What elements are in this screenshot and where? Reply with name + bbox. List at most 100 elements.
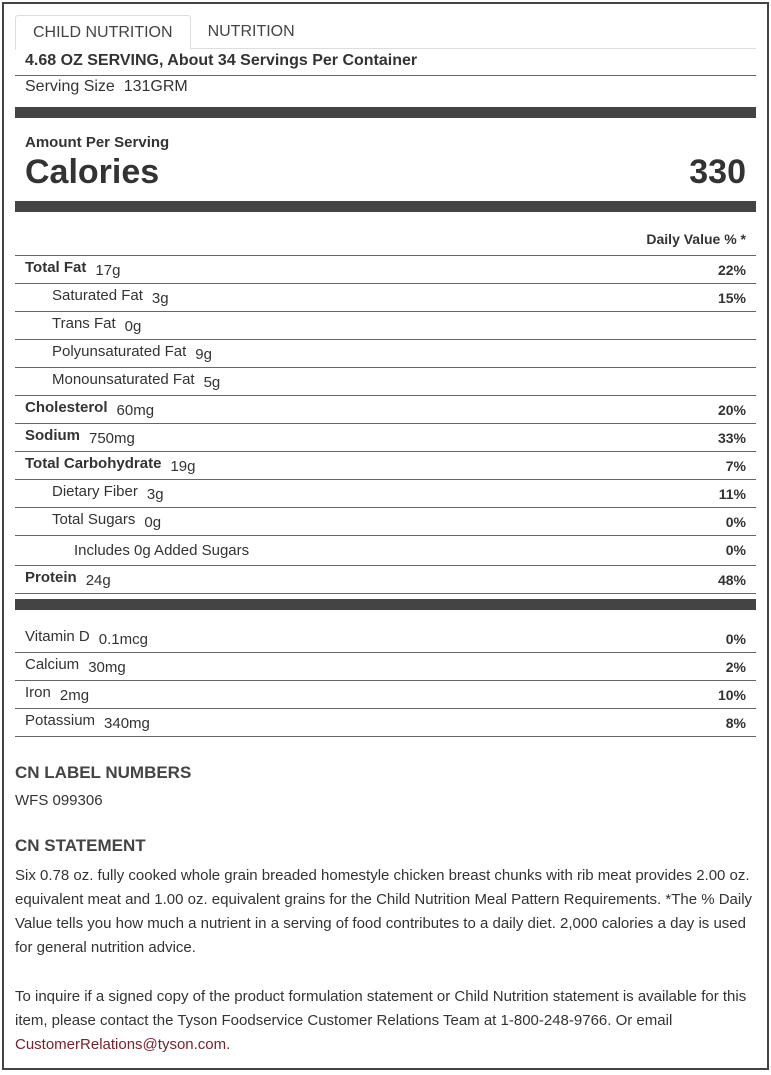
calories-value: 330: [689, 153, 746, 191]
nutrient-daily-value: 22%: [717, 262, 746, 278]
calories-label: Calories: [25, 153, 160, 191]
nutrient-row: Total Fat 17g 22%: [15, 256, 756, 284]
nutrient-name-group: Dietary Fiber 3g: [52, 483, 164, 503]
nutrient-row: Polyunsaturated Fat 9g: [15, 340, 756, 368]
nutrient-name: Total Sugars: [52, 511, 136, 528]
nutrient-row: Monounsaturated Fat 5g: [15, 368, 756, 396]
inquiry-body: To inquire if a signed copy of the produ…: [15, 988, 747, 1029]
nutrient-name: Dietary Fiber: [52, 483, 138, 500]
tab-bar: CHILD NUTRITION NUTRITION: [15, 15, 756, 50]
nutrient-row: Vitamin D 0.1mcg 0%: [15, 625, 756, 653]
thick-divider: [15, 599, 756, 610]
nutrient-daily-value: 0%: [725, 514, 746, 530]
nutrient-row: Total Sugars 0g 0%: [15, 508, 756, 536]
nutrient-name-group: Iron 2mg: [25, 684, 90, 704]
email-link[interactable]: CustomerRelations@tyson.com: [15, 1036, 227, 1053]
nutrient-name-group: Cholesterol 60mg: [25, 399, 155, 419]
nutrient-name: Protein: [25, 569, 77, 586]
nutrient-row: Total Carbohydrate 19g 7%: [15, 452, 756, 480]
nutrient-daily-value: 48%: [717, 572, 746, 588]
nutrient-row: Protein 24g 48%: [15, 566, 756, 594]
nutrient-amount: 0g: [124, 318, 142, 335]
nutrient-name-group: Sodium 750mg: [25, 427, 135, 447]
nutrient-name-group: Calcium 30mg: [25, 656, 126, 676]
thick-divider: [15, 107, 756, 118]
nutrient-row: Saturated Fat 3g 15%: [15, 284, 756, 312]
nutrient-amount: 340mg: [104, 715, 150, 732]
nutrient-daily-value: 0%: [725, 631, 746, 647]
nutrient-name: Potassium: [25, 712, 96, 729]
nutrient-daily-value: 33%: [717, 430, 746, 446]
nutrient-name: Saturated Fat: [52, 287, 143, 304]
serving-size: Serving Size 131GRM: [25, 78, 188, 96]
nutrient-amount: 3g: [151, 290, 169, 307]
nutrient-name-group: Polyunsaturated Fat 9g: [52, 343, 212, 363]
nutrient-name: Cholesterol: [25, 399, 108, 416]
serving-size-label: Serving Size: [25, 78, 115, 95]
nutrient-name: Total Carbohydrate: [25, 455, 162, 472]
nutrient-name-group: Total Fat 17g: [25, 259, 121, 279]
nutrient-amount: 5g: [203, 374, 221, 391]
daily-value-header: Daily Value % *: [646, 231, 746, 247]
inquiry-text: To inquire if a signed copy of the produ…: [15, 985, 760, 1057]
nutrient-amount: 3g: [146, 486, 164, 503]
nutrient-name: Trans Fat: [52, 315, 116, 332]
nutrient-amount: 0g: [144, 514, 162, 531]
nutrient-daily-value: 15%: [717, 290, 746, 306]
nutrient-amount: 9g: [195, 346, 212, 363]
nutrient-name: Monounsaturated Fat: [52, 371, 195, 388]
nutrient-name-group: Total Carbohydrate 19g: [25, 455, 196, 475]
cn-label-heading: CN LABEL NUMBERS: [15, 763, 192, 782]
tab-child-nutrition[interactable]: CHILD NUTRITION: [15, 15, 191, 50]
nutrient-amount: 19g: [170, 458, 196, 475]
nutrient-daily-value: 10%: [717, 687, 746, 703]
nutrient-name-group: Trans Fat 0g: [52, 315, 142, 335]
nutrient-row: Iron 2mg 10%: [15, 681, 756, 709]
nutrient-name: Vitamin D: [25, 628, 90, 645]
nutrient-table: Total Fat 17g 22% Saturated Fat 3g 15% Trans F…: [15, 256, 756, 594]
amount-per-serving: Amount Per Serving: [25, 134, 170, 151]
nutrient-amount: 17g: [95, 262, 121, 279]
nutrient-amount: 2mg: [59, 687, 90, 704]
nutrient-name-group: Potassium 340mg: [25, 712, 150, 732]
nutrient-daily-value: 11%: [718, 486, 746, 502]
nutrient-daily-value: 20%: [717, 402, 746, 418]
nutrient-name: Polyunsaturated Fat: [52, 343, 187, 360]
divider: [15, 255, 756, 256]
thick-divider: [15, 201, 756, 212]
nutrient-row: Includes 0g Added Sugars 0%: [15, 536, 756, 566]
nutrient-daily-value: 0%: [725, 542, 746, 558]
nutrient-amount: 30mg: [88, 659, 126, 676]
cn-label-value: WFS 099306: [15, 792, 103, 809]
nutrient-name: Calcium: [25, 656, 80, 673]
inquiry-end: .: [226, 1036, 231, 1053]
tab-nutrition[interactable]: NUTRITION: [207, 23, 295, 40]
nutrient-name: Sodium: [25, 427, 80, 444]
nutrient-name-group: Total Sugars 0g: [52, 511, 162, 531]
nutrient-row: Cholesterol 60mg 20%: [15, 396, 756, 424]
nutrient-name: Total Fat: [25, 259, 87, 276]
nutrient-row: Sodium 750mg 33%: [15, 424, 756, 452]
nutrient-amount: 24g: [85, 572, 111, 589]
nutrient-daily-value: 8%: [725, 715, 746, 731]
nutrient-name-group: Protein 24g: [25, 569, 111, 589]
nutrient-amount: 60mg: [116, 402, 155, 419]
nutrient-row: Calcium 30mg 2%: [15, 653, 756, 681]
nutrient-name: Iron: [25, 684, 51, 701]
nutrient-amount: 750mg: [89, 430, 135, 447]
nutrient-daily-value: 7%: [725, 458, 746, 474]
serving-header: 4.68 OZ SERVING, About 34 Servings Per C…: [25, 52, 418, 69]
nutrient-amount: 0.1mcg: [98, 631, 148, 648]
nutrient-row: Dietary Fiber 3g 11%: [15, 480, 756, 508]
nutrient-name: Includes 0g Added Sugars: [74, 542, 250, 559]
serving-size-value: 131GRM: [123, 78, 188, 95]
nutrient-row: Potassium 340mg 8%: [15, 709, 756, 737]
nutrient-name-group: Includes 0g Added Sugars: [74, 542, 249, 559]
nutrient-name-group: Vitamin D 0.1mcg: [25, 628, 148, 648]
cn-statement-heading: CN STATEMENT: [15, 836, 146, 855]
nutrient-row: Trans Fat 0g: [15, 312, 756, 340]
nutrient-daily-value: 2%: [725, 659, 746, 675]
nutrient-name-group: Monounsaturated Fat 5g: [52, 371, 221, 391]
nutrient-name-group: Saturated Fat 3g: [52, 287, 169, 307]
